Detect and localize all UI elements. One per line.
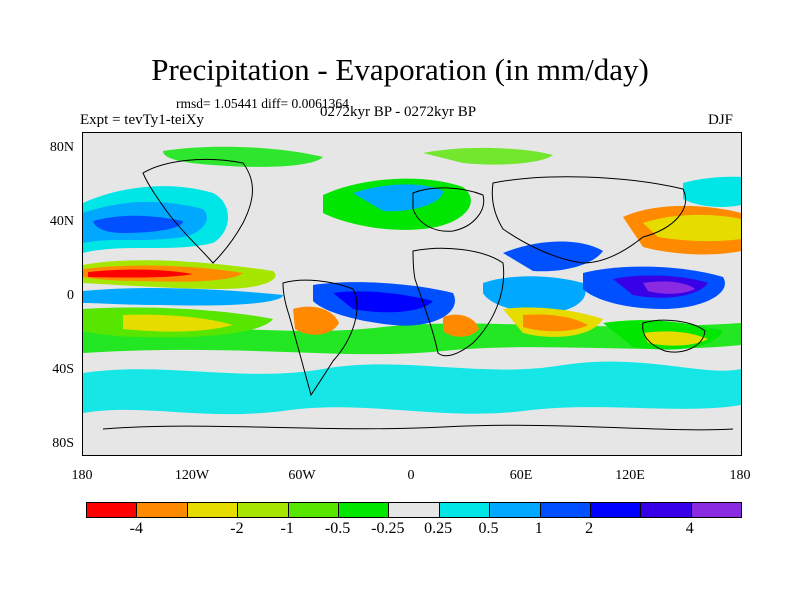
colorbar-swatch [490,503,541,517]
colorbar-swatch [187,503,239,517]
lat-tick: 0 [67,288,74,303]
colorbar-label: 4 [685,520,694,537]
colorbar-swatch [439,503,491,517]
colorbar-swatch [137,503,188,517]
plot-title: Precipitation - Evaporation (in mm/day) [151,52,649,87]
colorbar [86,502,742,518]
lon-tick: 60W [288,468,316,483]
lon-tick: 0 [407,468,415,483]
lon-tick: 180 [71,468,93,483]
colorbar-swatch [238,503,289,517]
lat-tick: 80N [49,140,74,155]
colorbar-swatch [590,503,642,517]
colorbar-swatch [389,503,440,517]
colorbar-label: 2 [585,520,594,537]
stats-line: rmsd= 1.05441 diff= 0.0061364 [176,96,349,111]
colorbar-label: -2 [230,520,244,537]
colorbar-swatch [691,503,742,517]
lon-tick: 180 [729,468,751,483]
colorbar-swatch [87,503,138,517]
colorbar-swatch [641,503,692,517]
lon-tick: 60E [509,468,533,483]
lon-tick: 120W [174,468,210,483]
lon-tick: 120E [615,468,645,483]
season-label: DJF [708,112,734,128]
colorbar-label: -1 [280,520,294,537]
pme-field [83,133,741,455]
experiment-label: Expt = tevTy1-teiXy [80,112,205,128]
lat-tick: 80S [52,436,74,451]
colorbar-label: -0.5 [324,520,351,537]
colorbar-swatch [540,503,591,517]
colorbar-swatch [338,503,390,517]
colorbar-swatch [288,503,339,517]
lat-tick: 40S [52,362,74,377]
map-panel [82,132,742,456]
colorbar-label: -0.25 [371,520,405,537]
colorbar-label: 0.5 [478,520,499,537]
lat-tick: 40N [49,214,74,229]
colorbar-label: -4 [129,520,143,537]
colorbar-label: 1 [534,520,543,537]
colorbar-label: 0.25 [424,520,453,537]
period-label: 0272kyr BP - 0272kyr BP [320,104,477,120]
